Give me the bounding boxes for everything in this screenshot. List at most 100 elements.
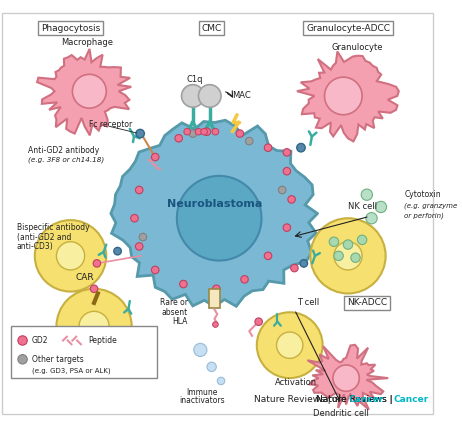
Circle shape xyxy=(288,196,295,203)
Circle shape xyxy=(283,224,291,231)
Polygon shape xyxy=(111,120,317,307)
Circle shape xyxy=(177,176,261,261)
Text: NK cell: NK cell xyxy=(347,203,377,212)
Circle shape xyxy=(297,144,305,152)
Text: Dendritic cell: Dendritic cell xyxy=(314,409,369,418)
Text: Granulocyte: Granulocyte xyxy=(332,43,383,52)
Circle shape xyxy=(131,215,138,222)
Text: (anti-GD2 and: (anti-GD2 and xyxy=(17,233,71,242)
Circle shape xyxy=(329,237,339,246)
Circle shape xyxy=(56,289,132,364)
Circle shape xyxy=(236,130,243,137)
Circle shape xyxy=(136,129,145,138)
Circle shape xyxy=(207,362,216,372)
Text: Cancer: Cancer xyxy=(348,396,383,405)
Circle shape xyxy=(245,137,253,145)
Text: Cytotoxin: Cytotoxin xyxy=(404,190,441,199)
Circle shape xyxy=(343,240,353,249)
Circle shape xyxy=(93,260,101,267)
Circle shape xyxy=(300,260,308,267)
Circle shape xyxy=(199,85,221,107)
Text: inactivators: inactivators xyxy=(179,396,225,405)
Circle shape xyxy=(201,129,207,135)
Circle shape xyxy=(135,186,143,194)
Circle shape xyxy=(152,154,159,161)
Text: or perforin): or perforin) xyxy=(404,212,444,218)
Circle shape xyxy=(279,186,286,194)
Circle shape xyxy=(291,264,298,272)
Text: Anti-GD2 antibody: Anti-GD2 antibody xyxy=(28,146,99,155)
Circle shape xyxy=(35,220,106,292)
Text: (e.g. granzyme: (e.g. granzyme xyxy=(404,203,458,209)
Circle shape xyxy=(152,266,159,274)
Circle shape xyxy=(241,276,248,283)
Circle shape xyxy=(375,201,387,212)
Circle shape xyxy=(277,332,303,358)
Circle shape xyxy=(213,322,218,327)
Text: MAC: MAC xyxy=(232,92,251,101)
Circle shape xyxy=(324,77,362,115)
Text: CMC: CMC xyxy=(201,24,222,33)
Text: Other targets: Other targets xyxy=(32,355,84,364)
Text: absent: absent xyxy=(162,308,188,317)
Text: Rare or: Rare or xyxy=(160,298,188,307)
Text: Neuroblastoma: Neuroblastoma xyxy=(167,199,262,209)
Text: Activation: Activation xyxy=(275,378,317,387)
Circle shape xyxy=(333,365,359,391)
Circle shape xyxy=(135,243,143,250)
Polygon shape xyxy=(37,49,131,135)
Text: Granulocyte-ADCC: Granulocyte-ADCC xyxy=(306,24,390,33)
FancyBboxPatch shape xyxy=(11,326,157,378)
Circle shape xyxy=(310,218,386,293)
Text: (e.g. GD3, PSA or ALK): (e.g. GD3, PSA or ALK) xyxy=(32,367,110,374)
Circle shape xyxy=(283,167,291,175)
Circle shape xyxy=(139,233,147,241)
Circle shape xyxy=(182,85,204,107)
FancyBboxPatch shape xyxy=(2,13,433,414)
Polygon shape xyxy=(297,52,399,141)
Text: Nature Reviews |: Nature Reviews | xyxy=(316,396,395,405)
Circle shape xyxy=(264,144,272,151)
Circle shape xyxy=(257,312,322,378)
Text: GD2: GD2 xyxy=(32,336,49,345)
Text: Nature Reviews |: Nature Reviews | xyxy=(316,396,395,405)
Circle shape xyxy=(73,74,106,108)
Circle shape xyxy=(361,189,372,200)
Circle shape xyxy=(264,252,272,260)
Circle shape xyxy=(195,129,202,135)
Text: Fc receptor: Fc receptor xyxy=(89,120,133,129)
Text: Bispecific antibody: Bispecific antibody xyxy=(17,223,90,232)
Circle shape xyxy=(334,251,343,261)
Circle shape xyxy=(212,129,219,135)
Circle shape xyxy=(180,280,187,288)
Circle shape xyxy=(366,212,377,224)
Text: Cancer: Cancer xyxy=(394,396,429,405)
Circle shape xyxy=(90,285,98,292)
Text: (e.g. 3F8 or ch14.18): (e.g. 3F8 or ch14.18) xyxy=(28,157,104,163)
Circle shape xyxy=(203,128,211,135)
Circle shape xyxy=(79,311,109,341)
Text: anti-CD3): anti-CD3) xyxy=(17,242,54,251)
Circle shape xyxy=(18,355,27,364)
Circle shape xyxy=(351,253,360,262)
Circle shape xyxy=(56,242,85,270)
Circle shape xyxy=(184,129,190,135)
FancyBboxPatch shape xyxy=(209,289,220,307)
Circle shape xyxy=(217,377,225,385)
Text: NK-ADCC: NK-ADCC xyxy=(347,298,387,307)
Circle shape xyxy=(175,135,182,142)
Circle shape xyxy=(18,336,27,345)
Text: Macrophage: Macrophage xyxy=(61,38,114,47)
Text: Immune: Immune xyxy=(187,388,218,397)
Text: C1q: C1q xyxy=(187,74,203,83)
Text: Nature Reviews |: Nature Reviews | xyxy=(254,396,334,405)
Circle shape xyxy=(194,343,207,356)
Text: T cell: T cell xyxy=(298,298,320,307)
Text: Phagocytosis: Phagocytosis xyxy=(41,24,100,33)
Circle shape xyxy=(283,149,291,156)
Circle shape xyxy=(114,247,122,255)
Circle shape xyxy=(213,285,220,292)
Circle shape xyxy=(334,242,362,270)
Text: HLA: HLA xyxy=(173,317,188,326)
Text: Peptide: Peptide xyxy=(88,336,117,345)
